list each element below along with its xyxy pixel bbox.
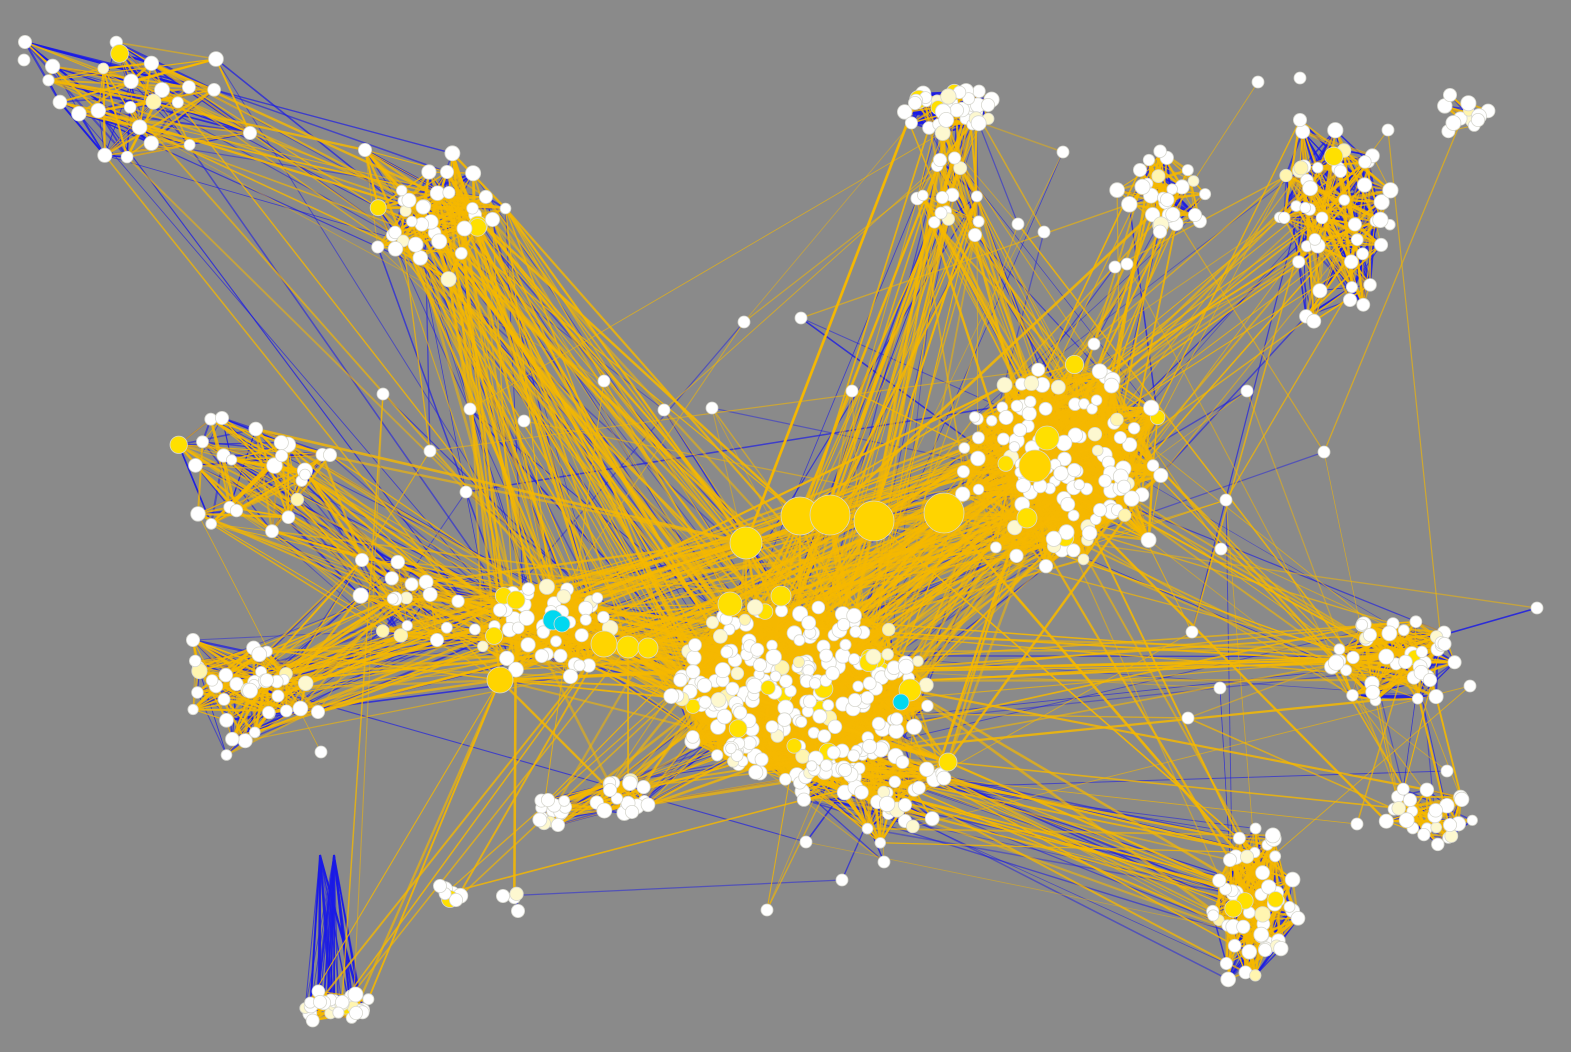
graph-edge-gold — [102, 68, 128, 158]
graph-edge-blue — [319, 854, 332, 1014]
graph-edge-gold — [48, 67, 104, 82]
graph-edge-gold — [104, 144, 190, 156]
graph-edge-blue — [333, 854, 364, 1011]
graph-edge-blue — [213, 89, 453, 154]
graph-edge-blue — [24, 41, 128, 158]
graph-edge-gold — [197, 441, 204, 514]
graph-edge-gold — [126, 144, 190, 158]
graph-edge-blue — [974, 234, 1107, 377]
graph-edge-blue — [213, 89, 448, 173]
graph-edge-blue — [126, 107, 131, 158]
graph-edge-gold — [48, 58, 217, 81]
graph-edge-gold — [221, 417, 282, 457]
graph-edge-gold — [52, 65, 163, 91]
graph-edge-gold — [102, 68, 141, 128]
graph-edge-blue — [1351, 244, 1382, 288]
graph-edge-gold — [215, 58, 251, 134]
graph-edge-gold — [451, 152, 507, 210]
graph-edge-blue — [59, 101, 449, 280]
graph-edge-blue — [178, 441, 282, 446]
graph-edge-blue — [253, 684, 807, 843]
graph-edge-blue — [221, 417, 363, 561]
graph-edge-gold — [364, 149, 379, 248]
graph-edge-blue — [1285, 175, 1307, 317]
graph-edge-blue — [319, 854, 353, 1019]
graph-edge-blue — [502, 879, 843, 897]
graph-edge-gold — [24, 41, 99, 112]
graph-edge-blue — [286, 628, 476, 712]
graph-edge-gold — [104, 101, 154, 156]
graph-edge-blue — [198, 670, 227, 756]
graph-edge-gold — [116, 41, 217, 60]
graph-edge-blue — [24, 41, 152, 145]
graph-edge-gold — [24, 41, 132, 83]
graph-edge-blue — [1021, 170, 1300, 385]
graph-edge-blue — [244, 635, 495, 742]
graph-edge-blue — [1086, 488, 1445, 634]
graph-edge-blue — [177, 101, 379, 209]
graph-edge-blue — [254, 625, 408, 733]
graph-edge-blue — [423, 205, 431, 452]
graph-edge-blue — [59, 101, 106, 156]
graph-edge-blue — [954, 157, 1158, 418]
graph-edge-gold — [78, 112, 251, 134]
graph-edge-gold — [24, 41, 251, 134]
graph-edge-blue — [1139, 169, 1196, 216]
graph-edge-blue — [104, 154, 416, 246]
graph-edge-gold — [177, 444, 238, 512]
graph-edge-blue — [115, 41, 215, 91]
graph-edge-gold — [236, 480, 302, 512]
graph-edge-blue — [1191, 180, 1308, 633]
graph-edge-blue — [309, 854, 321, 1014]
graph-edge-blue — [78, 113, 519, 629]
graph-edge-gold — [126, 89, 215, 158]
graph-edge-blue — [377, 246, 505, 597]
graph-edge-gold — [48, 79, 190, 146]
graph-edge-blue — [853, 776, 1228, 927]
graph-edge-gold — [150, 62, 191, 146]
graph-edge-blue — [115, 41, 505, 597]
graph-edge-gold — [130, 57, 217, 83]
